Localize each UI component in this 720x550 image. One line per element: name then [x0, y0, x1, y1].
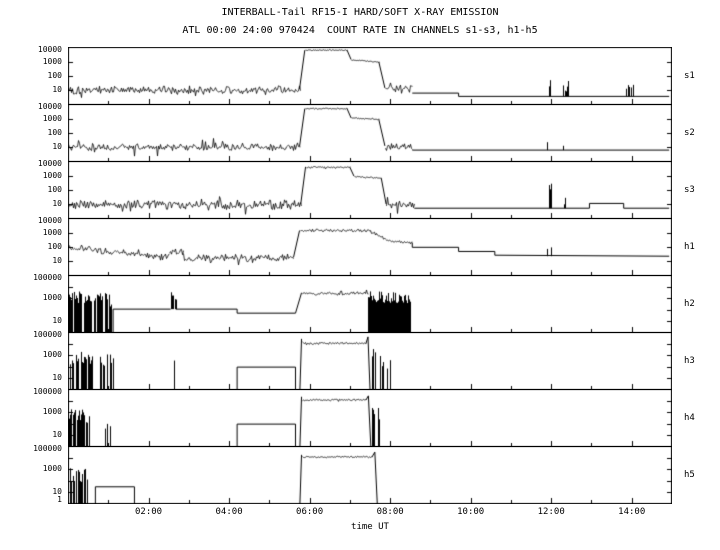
y-tick-label: 10	[52, 142, 62, 151]
y-tick-label: 1000	[42, 464, 62, 474]
y-tick-label: 10	[52, 486, 62, 496]
x-tick-label: 04:00	[215, 507, 243, 517]
trace-canvas-s3	[68, 161, 672, 219]
panel-label-h2: h2	[684, 299, 695, 309]
x-tick-label: 12:00	[537, 507, 565, 517]
panel-s2: s2	[68, 104, 695, 162]
y-tick-label: 100	[47, 128, 62, 137]
panel-label-h4: h4	[684, 413, 695, 423]
trace-canvas-h4	[68, 389, 672, 447]
trace-canvas-h3	[68, 332, 672, 390]
trace-canvas-h5	[68, 446, 672, 504]
panel-label-h3: h3	[684, 356, 695, 366]
y-tick-label: 10	[52, 429, 62, 439]
y-tick-label: 100	[47, 242, 62, 251]
y-tick-label: 100000	[33, 330, 62, 339]
chart-title: INTERBALL-Tail RF15-I HARD/SOFT X-RAY EM…	[221, 7, 499, 18]
y-tick-label: 1000	[42, 57, 62, 66]
trace-canvas-s1	[68, 47, 672, 105]
y-tick-label: 10000	[37, 159, 62, 168]
panel-label-h5: h5	[684, 470, 695, 480]
x-tick-label: 08:00	[376, 507, 404, 517]
y-tick-label: 10000	[37, 102, 62, 111]
x-tick-label: 14:00	[618, 507, 646, 517]
y-tick-label: 10	[52, 372, 62, 382]
y-tick-label: 100	[47, 185, 62, 194]
y-tick-label: 1000	[42, 228, 62, 237]
y-tick-label: 10	[52, 199, 62, 208]
panel-h5: h5	[68, 446, 695, 504]
y-tick-label: 1000	[42, 407, 62, 417]
x-tick-label: 02:00	[134, 507, 163, 517]
panel-s1: s1	[68, 47, 695, 105]
y-tick-label: 100000	[33, 387, 62, 396]
panel-h1: h1	[68, 218, 695, 276]
y-tick-label: 10	[52, 315, 62, 325]
panel-label-s2: s2	[684, 128, 695, 138]
panel-h2: h2	[68, 275, 695, 333]
y-tick-label: 10000	[37, 45, 62, 54]
panel-h4: h4	[68, 389, 695, 447]
y-tick-label: 100000	[33, 273, 62, 282]
y-tick-label: 1000	[42, 171, 62, 180]
trace-canvas-s2	[68, 104, 672, 162]
y-tick-label: 100	[47, 71, 62, 80]
y-tick-label: 10	[52, 85, 62, 94]
y-tick-label: 1000	[42, 350, 62, 360]
trace-canvas-h1	[68, 218, 672, 276]
panel-s3: s3	[68, 161, 695, 219]
y-tick-label: 10	[52, 256, 62, 265]
x-axis-title: time UT	[351, 522, 389, 532]
panel-h3: h3	[68, 332, 695, 390]
chart-subtitle: ATL 00:00 24:00 970424 COUNT RATE IN CHA…	[182, 25, 538, 36]
panel-label-h1: h1	[684, 242, 695, 252]
trace-canvas-h2	[68, 275, 672, 333]
y-tick-label: 1000	[42, 293, 62, 303]
x-tick-label: 06:00	[296, 507, 324, 517]
y-tick-label: 100000	[33, 444, 62, 453]
y-tick-label: 1000	[42, 114, 62, 123]
panel-label-s3: s3	[684, 185, 695, 195]
x-tick-label: 10:00	[457, 507, 485, 517]
y-tick-label: 1	[57, 495, 62, 504]
y-tick-label: 10000	[37, 216, 62, 225]
panel-label-s1: s1	[684, 71, 695, 81]
